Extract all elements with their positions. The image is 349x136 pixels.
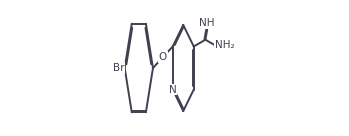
Text: NH: NH <box>199 18 215 28</box>
Text: O: O <box>159 52 167 62</box>
Text: N: N <box>169 85 177 95</box>
Text: NH₂: NH₂ <box>215 40 235 50</box>
Text: Br: Br <box>112 63 124 73</box>
